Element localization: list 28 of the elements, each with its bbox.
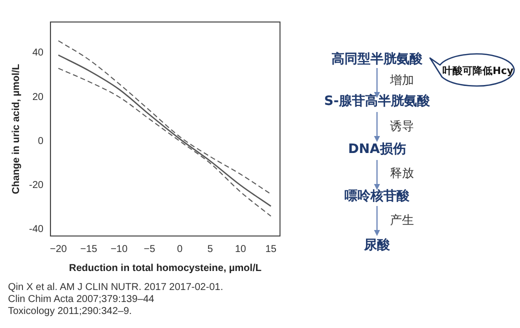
text: 尿酸 xyxy=(363,237,391,254)
text: 诱导 xyxy=(390,118,414,135)
y-tick-label: -20 xyxy=(29,180,44,192)
text: 嘌呤核苷酸 xyxy=(344,188,410,205)
text: 高同型半胱氨酸 xyxy=(332,52,422,67)
text: 叶酸可降低Hcy xyxy=(442,64,514,78)
y-tick-label: 40 xyxy=(32,48,44,59)
x-tick-label: −5 xyxy=(144,244,156,255)
text: Qin X et al. AM J CLIN NUTR. 2017 2017-02-01. xyxy=(8,282,224,294)
x-tick-label: 5 xyxy=(207,244,214,255)
text: Toxicology 2011;290:342–9. xyxy=(8,306,133,318)
text: 产生 xyxy=(390,212,414,229)
text: Clin Chim Acta 2007;379:139–44 xyxy=(8,294,156,306)
y-tick-label: 20 xyxy=(32,92,44,103)
y-axis-title: Change in uric acid, µmol/L xyxy=(10,64,22,194)
text: S-腺苷高半胱氨酸 xyxy=(323,92,431,110)
x-tick-label: −10 xyxy=(110,244,128,255)
x-tick-label: −15 xyxy=(80,244,98,255)
y-tick-label: -40 xyxy=(29,224,44,236)
x-tick-label: 0 xyxy=(177,244,184,255)
x-tick-label: −20 xyxy=(50,244,68,255)
text: 增加 xyxy=(390,72,414,89)
text: DNA损伤 xyxy=(347,141,407,158)
text: 释放 xyxy=(390,165,414,182)
y-tick-label: 0 xyxy=(38,136,44,147)
x-axis-title: Reduction in total homocysteine, µmol/L xyxy=(69,262,262,274)
x-tick-label: 10 xyxy=(234,244,247,255)
x-tick-label: 15 xyxy=(265,244,277,255)
